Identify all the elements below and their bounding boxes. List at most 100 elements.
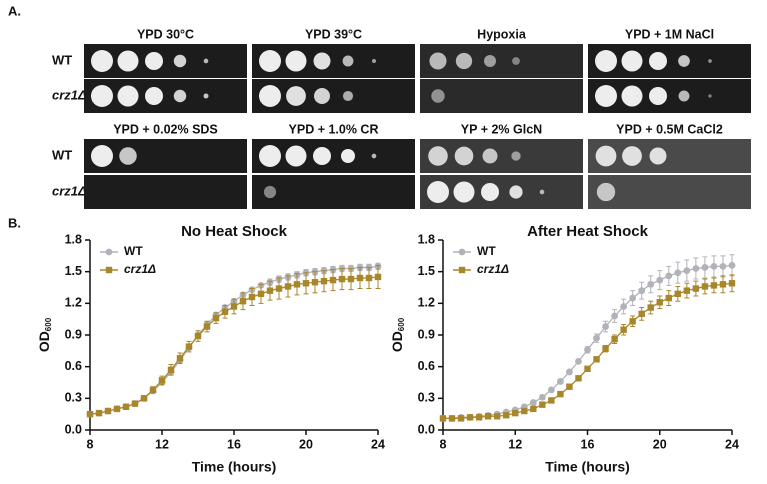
point <box>593 356 600 363</box>
point <box>719 281 727 288</box>
colony-spot <box>481 183 499 201</box>
y-tick-label: 0.0 <box>418 422 435 436</box>
colony-spot <box>203 58 209 64</box>
colony-spot <box>313 147 331 165</box>
legend-label: WT <box>124 244 143 258</box>
colony-spot <box>285 145 307 167</box>
y-tick-label: 1.2 <box>65 296 82 310</box>
colony-spot <box>649 147 667 165</box>
point <box>503 412 510 419</box>
point <box>557 378 564 385</box>
point <box>212 314 220 322</box>
point <box>374 273 382 281</box>
point <box>176 355 184 362</box>
colony-spot <box>708 94 712 98</box>
colony-spot <box>313 52 331 70</box>
point <box>611 312 618 320</box>
condition-label: YPD + 1M NaCl <box>625 27 714 41</box>
condition-label: YPD + 1.0% CR <box>289 122 379 136</box>
point <box>530 405 537 413</box>
x-tick-label: 16 <box>227 437 241 451</box>
y-tick-label: 0.6 <box>65 359 82 373</box>
point <box>347 275 355 283</box>
x-tick-label: 20 <box>653 437 667 451</box>
point <box>611 336 618 343</box>
point <box>638 287 646 295</box>
strain-label: WT <box>52 147 72 162</box>
point <box>284 283 292 290</box>
point <box>338 275 346 283</box>
colony-spot <box>708 59 712 63</box>
colony-spot <box>482 148 498 164</box>
point <box>493 413 501 420</box>
point <box>566 368 573 376</box>
point <box>512 409 519 417</box>
y-tick-label: 1.2 <box>418 296 435 310</box>
y-tick-label: 1.5 <box>65 264 82 278</box>
point <box>257 290 265 298</box>
colony-spot <box>509 185 523 199</box>
y-tick-label: 0.6 <box>418 359 435 373</box>
y-tick-label: 0.3 <box>65 391 82 405</box>
colony-spot <box>453 181 475 203</box>
colony-spot <box>117 85 139 107</box>
point <box>185 343 193 350</box>
panel-label: A. <box>8 3 21 18</box>
x-axis-label: Time (hours) <box>545 459 630 475</box>
colony-spot <box>454 146 474 166</box>
colony-spot <box>621 50 643 72</box>
point <box>602 345 609 352</box>
colony-spot <box>259 85 281 107</box>
y-tick-label: 0.9 <box>418 327 435 341</box>
condition-label: YPD 39°C <box>305 27 362 41</box>
legend-marker <box>105 248 113 256</box>
colony-spot <box>259 50 281 72</box>
x-axis-label: Time (hours) <box>192 459 277 475</box>
point <box>203 323 211 330</box>
point <box>266 287 274 294</box>
colony-spot <box>622 146 642 166</box>
colony-spot <box>596 182 616 202</box>
colony-spot <box>91 85 113 107</box>
series-line <box>89 276 379 415</box>
point <box>647 304 654 311</box>
plate-image <box>420 79 583 113</box>
strain-label: WT <box>52 52 72 67</box>
point <box>701 283 709 290</box>
colony-spot <box>427 181 449 203</box>
point <box>131 400 139 407</box>
point <box>311 279 319 286</box>
point <box>248 293 256 301</box>
x-tick-label: 8 <box>87 437 94 451</box>
point <box>701 264 709 271</box>
point <box>719 262 727 270</box>
colony-spot <box>91 50 113 72</box>
condition-label: YPD + 0.5M CaCl2 <box>616 122 723 136</box>
point <box>584 346 591 354</box>
condition-label: YPD + 0.02% SDS <box>113 122 218 136</box>
y-tick-label: 1.8 <box>418 232 435 246</box>
colony-spot <box>173 89 187 103</box>
point <box>647 280 655 288</box>
point <box>230 303 238 310</box>
colony-spot <box>431 89 445 103</box>
point <box>167 366 175 374</box>
y-axis-label: OD600 <box>389 317 406 352</box>
colony-spot <box>595 85 617 107</box>
point <box>466 414 474 421</box>
point <box>539 401 546 408</box>
point <box>365 274 373 282</box>
point <box>683 267 691 275</box>
point <box>122 403 130 410</box>
point <box>448 415 456 422</box>
colony-spot <box>678 55 690 67</box>
point <box>194 332 202 340</box>
point <box>602 323 609 330</box>
legend-marker <box>458 266 466 274</box>
colony-spot <box>119 147 137 165</box>
point <box>547 386 555 394</box>
colony-spot <box>342 55 354 67</box>
y-tick-label: 1.8 <box>65 232 82 246</box>
colony-spot <box>286 86 306 106</box>
point <box>302 280 310 287</box>
